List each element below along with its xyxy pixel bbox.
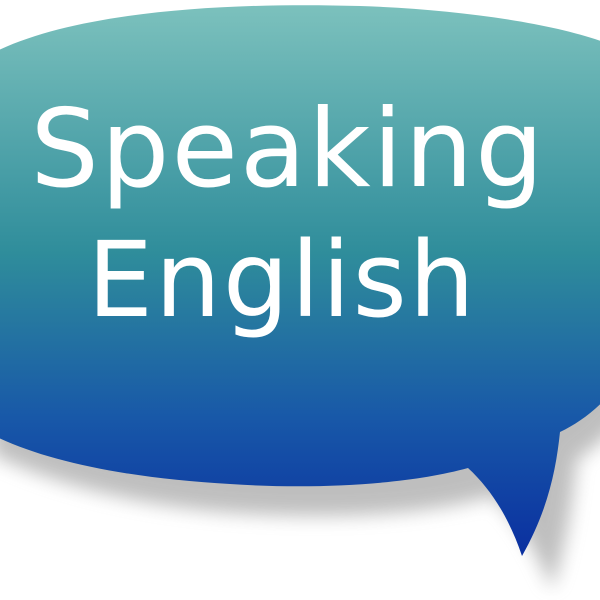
bubble-body [0, 5, 600, 556]
headline-english: English [87, 219, 477, 341]
headline-speaking: Speaking [30, 87, 546, 212]
